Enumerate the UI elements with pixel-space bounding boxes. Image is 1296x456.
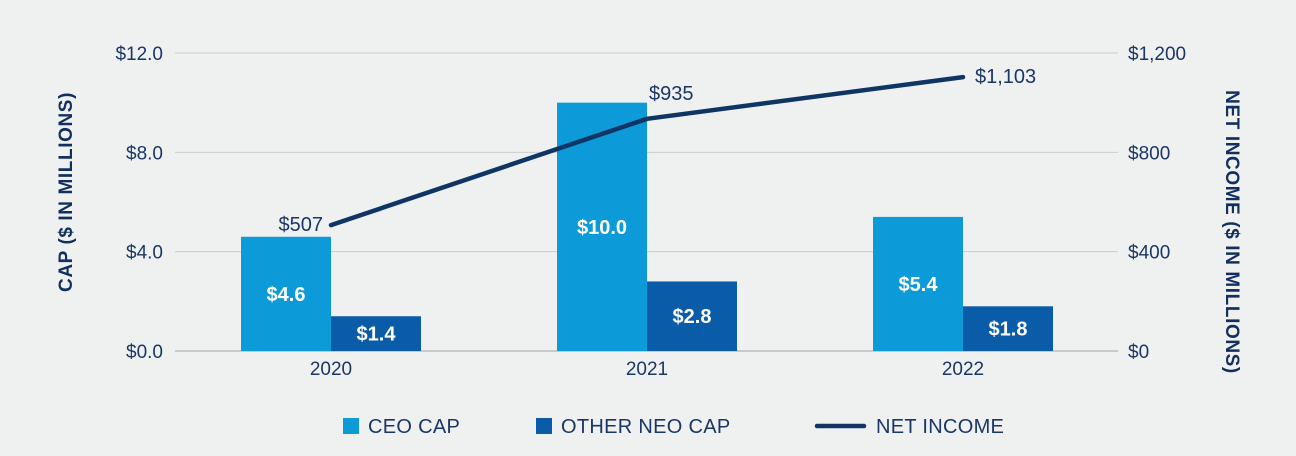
other-neo-cap-value-label: $1.4 <box>357 324 397 346</box>
y-tick-label: $4.0 <box>126 243 163 264</box>
other-neo-cap-bar <box>963 306 1053 351</box>
y2-tick-label: $1,200 <box>1128 44 1186 65</box>
y2-tick-label: $0 <box>1128 342 1149 363</box>
legend-net-income-label: NET INCOME <box>876 416 1004 438</box>
y-tick-label: $0.0 <box>126 342 163 363</box>
legend-other-neo-cap-label: OTHER NEO CAP <box>561 416 730 438</box>
x-tick-label: 2021 <box>626 359 668 380</box>
net-income-value-label: $507 <box>279 214 324 236</box>
y2-axis-title: NET INCOME ($ IN MILLIONS) <box>1221 90 1242 374</box>
x-tick-label: 2022 <box>942 359 984 380</box>
net-income-value-label: $935 <box>649 83 694 105</box>
ceo-cap-value-label: $4.6 <box>267 284 306 306</box>
ceo-cap-value-label: $5.4 <box>899 274 939 296</box>
y2-tick-label: $800 <box>1128 143 1170 164</box>
other-neo-cap-value-label: $1.8 <box>989 319 1028 341</box>
legend-ceo-cap-swatch <box>343 418 359 434</box>
ceo-cap-bar <box>873 216 963 351</box>
y-tick-label: $8.0 <box>126 143 163 164</box>
y-tick-label: $12.0 <box>115 44 163 65</box>
other-neo-cap-bar <box>647 281 737 351</box>
legend-other-neo-cap-swatch <box>536 418 552 434</box>
other-neo-cap-bar <box>331 316 421 351</box>
other-neo-cap-value-label: $2.8 <box>673 306 712 328</box>
ceo-cap-bar <box>241 236 331 351</box>
legend-ceo-cap-label: CEO CAP <box>368 416 460 438</box>
ceo-cap-value-label: $10.0 <box>577 217 627 239</box>
net-income-value-label: $1,103 <box>975 66 1036 88</box>
x-tick-label: 2020 <box>310 359 352 380</box>
y-axis-title: CAP ($ IN MILLIONS) <box>56 92 77 292</box>
net-income-line <box>328 74 966 228</box>
y2-tick-label: $400 <box>1128 243 1170 264</box>
